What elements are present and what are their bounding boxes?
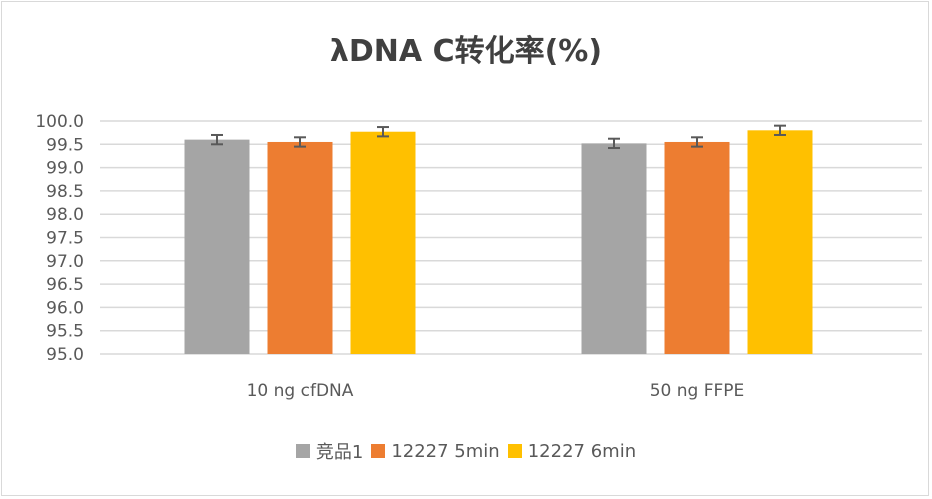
y-tick-label: 99.5: [46, 135, 84, 155]
y-tick-label: 96.0: [46, 298, 84, 318]
chart-title: λDNA C转化率(%): [329, 34, 603, 69]
legend-item: 竞品1: [295, 438, 364, 464]
legend-label: 12227 5min: [391, 440, 500, 462]
bar: [350, 131, 416, 354]
legend-swatch-icon: [507, 444, 522, 458]
x-category-label: 10 ng cfDNA: [247, 381, 354, 401]
x-category-label: 50 ng FFPE: [650, 381, 745, 401]
bar: [664, 141, 730, 354]
y-tick-label: 95.5: [46, 322, 84, 342]
y-tick-label: 95.0: [46, 345, 84, 365]
y-tick-label: 100.0: [35, 112, 84, 132]
legend-item: 12227 5min: [371, 438, 500, 464]
y-tick-label: 98.0: [46, 205, 84, 225]
y-tick-label: 96.5: [46, 275, 84, 295]
bar: [747, 130, 813, 354]
bar: [581, 143, 647, 354]
legend-item: 12227 6min: [507, 438, 637, 464]
legend-label: 12227 6min: [527, 440, 637, 462]
legend-label: 竞品1: [315, 442, 364, 463]
y-tick-label: 99.0: [46, 159, 84, 179]
y-tick-label: 97.0: [46, 252, 84, 272]
bar: [267, 141, 333, 354]
y-tick-label: 98.5: [46, 182, 84, 202]
legend: 竞品1 12227 5min 12227 6min: [0, 438, 932, 464]
bar: [184, 139, 250, 354]
y-tick-label: 97.5: [46, 229, 84, 249]
legend-swatch-icon: [371, 444, 386, 458]
legend-swatch-icon: [295, 444, 310, 458]
